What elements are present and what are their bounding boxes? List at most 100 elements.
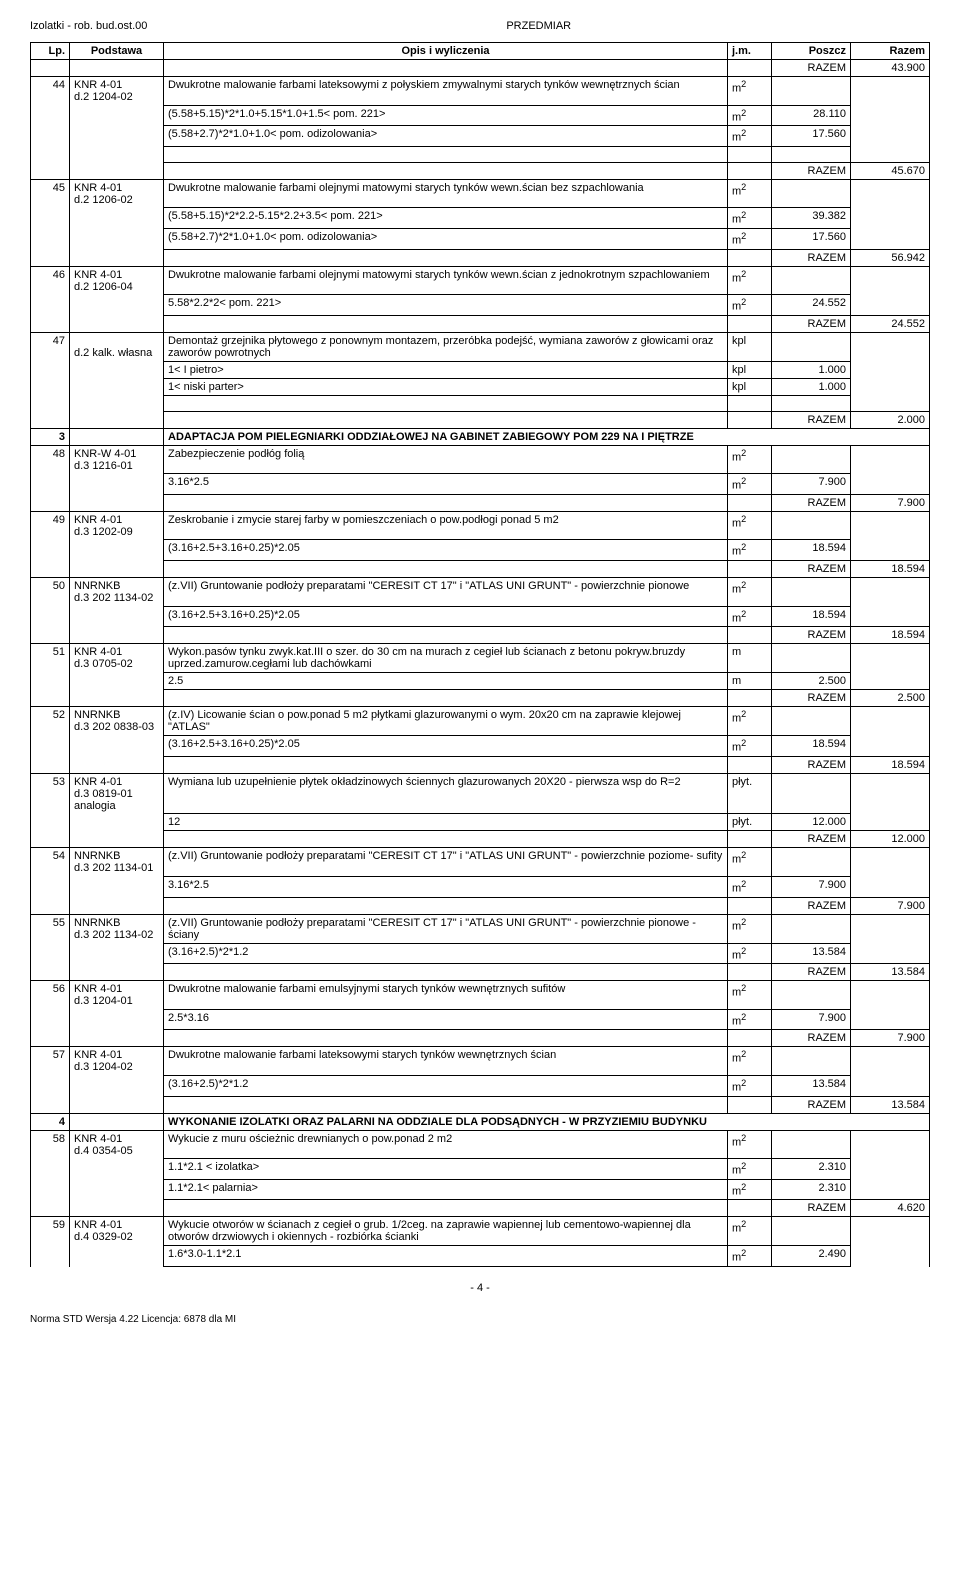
calc-jm: m2 — [728, 295, 772, 316]
item-lp: 48 — [31, 445, 70, 474]
calc-jm: m2 — [728, 1179, 772, 1200]
item-lp: 58 — [31, 1130, 70, 1159]
calc-jm: m2 — [728, 736, 772, 757]
razem-label: RAZEM — [772, 690, 851, 707]
razem-value: 7.900 — [851, 1030, 930, 1047]
calc-opis: 1.1*2.1< palarnia> — [164, 1179, 728, 1200]
calc-opis: 1< niski parter> — [164, 378, 728, 395]
item-poszcz — [772, 707, 851, 736]
col-lp: Lp. — [31, 43, 70, 60]
col-poszcz: Poszcz — [772, 43, 851, 60]
item-jm: m2 — [728, 1217, 772, 1246]
item-jm: m — [728, 644, 772, 673]
item-jm: kpl — [728, 332, 772, 361]
col-podstawa: Podstawa — [70, 43, 164, 60]
item-jm: m2 — [728, 848, 772, 877]
calc-poszcz: 2.310 — [772, 1159, 851, 1180]
item-opis: (z.IV) Licowanie ścian o pow.ponad 5 m2 … — [164, 707, 728, 736]
item-poszcz — [772, 445, 851, 474]
item-podstawa: NNRNKBd.3 202 1134-01 — [70, 848, 164, 877]
calc-jm: m2 — [728, 105, 772, 126]
item-podstawa: KNR 4-01d.3 1202-09 — [70, 511, 164, 540]
col-jm: j.m. — [728, 43, 772, 60]
item-opis: (z.VII) Gruntowanie podłoży preparatami … — [164, 914, 728, 943]
calc-poszcz: 18.594 — [772, 540, 851, 561]
item-opis: Demontaż grzejnika płytowego z ponownym … — [164, 332, 728, 361]
calc-opis: 1.1*2.1 < izolatka> — [164, 1159, 728, 1180]
item-poszcz — [772, 1130, 851, 1159]
calc-opis: (5.58+2.7)*2*1.0+1.0< pom. odizolowania> — [164, 228, 728, 249]
razem-value: 45.670 — [851, 162, 930, 179]
item-poszcz — [772, 179, 851, 208]
calc-poszcz: 12.000 — [772, 814, 851, 831]
item-podstawa: NNRNKBd.3 202 0838-03 — [70, 707, 164, 736]
razem-value: 56.942 — [851, 249, 930, 266]
item-opis: Dwukrotne malowanie farbami olejnymi mat… — [164, 266, 728, 295]
calc-opis: 12 — [164, 814, 728, 831]
item-opis: Dwukrotne malowanie farbami lateksowymi … — [164, 1047, 728, 1076]
item-jm: m2 — [728, 511, 772, 540]
calc-jm: kpl — [728, 361, 772, 378]
przedmiar-table: Lp. Podstawa Opis i wyliczenia j.m. Posz… — [30, 42, 930, 1267]
calc-jm: płyt. — [728, 814, 772, 831]
razem-value: 18.594 — [851, 627, 930, 644]
item-podstawa: KNR 4-01d.4 0329-02 — [70, 1217, 164, 1246]
calc-opis: 3.16*2.5 — [164, 876, 728, 897]
item-podstawa: NNRNKBd.3 202 1134-02 — [70, 578, 164, 607]
item-jm: m2 — [728, 981, 772, 1010]
calc-jm: m2 — [728, 126, 772, 147]
calc-opis: (3.16+2.5+3.16+0.25)*2.05 — [164, 540, 728, 561]
calc-jm: m2 — [728, 540, 772, 561]
item-jm: m2 — [728, 707, 772, 736]
item-poszcz — [772, 914, 851, 943]
razem-label: RAZEM — [772, 411, 851, 428]
section-title: ADAPTACJA POM PIELEGNIARKI ODDZIAŁOWEJ N… — [164, 428, 930, 445]
calc-poszcz: 13.584 — [772, 943, 851, 964]
item-lp: 49 — [31, 511, 70, 540]
calc-poszcz: 28.110 — [772, 105, 851, 126]
razem-value: 13.584 — [851, 1096, 930, 1113]
item-opis: Wymiana lub uzupełnienie płytek okładzin… — [164, 773, 728, 814]
item-lp: 52 — [31, 707, 70, 736]
item-podstawa: KNR 4-01d.3 0819-01 analogia — [70, 773, 164, 814]
razem-value: 7.900 — [851, 494, 930, 511]
col-opis: Opis i wyliczenia — [164, 43, 728, 60]
item-opis: (z.VII) Gruntowanie podłoży preparatami … — [164, 848, 728, 877]
item-opis: Dwukrotne malowanie farbami olejnymi mat… — [164, 179, 728, 208]
item-lp: 46 — [31, 266, 70, 295]
razem-label: RAZEM — [772, 1200, 851, 1217]
item-podstawa: KNR 4-01d.3 0705-02 — [70, 644, 164, 673]
razem-label: RAZEM — [772, 249, 851, 266]
page-number: - 4 - — [30, 1282, 930, 1294]
calc-poszcz: 17.560 — [772, 228, 851, 249]
item-jm: m2 — [728, 1047, 772, 1076]
razem-value: 13.584 — [851, 964, 930, 981]
razem-label: RAZEM — [772, 627, 851, 644]
calc-poszcz: 39.382 — [772, 208, 851, 229]
item-jm: m2 — [728, 179, 772, 208]
item-lp: 47 — [31, 332, 70, 361]
calc-poszcz: 17.560 — [772, 126, 851, 147]
razem-label: RAZEM — [772, 315, 851, 332]
calc-poszcz: 2.490 — [772, 1246, 851, 1267]
calc-jm: m2 — [728, 1246, 772, 1267]
item-lp: 53 — [31, 773, 70, 814]
razem-label: RAZEM — [772, 897, 851, 914]
calc-jm: m2 — [728, 228, 772, 249]
calc-poszcz: 1.000 — [772, 378, 851, 395]
item-podstawa: KNR 4-01d.2 1204-02 — [70, 77, 164, 106]
item-opis: (z.VII) Gruntowanie podłoży preparatami … — [164, 578, 728, 607]
calc-jm: m2 — [728, 1009, 772, 1030]
item-poszcz — [772, 332, 851, 361]
calc-jm: m2 — [728, 208, 772, 229]
item-podstawa: d.2 kalk. własna — [70, 332, 164, 361]
calc-opis: 3.16*2.5 — [164, 474, 728, 495]
calc-poszcz: 2.310 — [772, 1179, 851, 1200]
calc-opis: (5.58+5.15)*2*2.2-5.15*2.2+3.5< pom. 221… — [164, 208, 728, 229]
item-podstawa: KNR 4-01d.2 1206-02 — [70, 179, 164, 208]
razem-label: RAZEM — [772, 964, 851, 981]
item-podstawa: KNR-W 4-01d.3 1216-01 — [70, 445, 164, 474]
calc-opis: (3.16+2.5+3.16+0.25)*2.05 — [164, 606, 728, 627]
razem-label: RAZEM — [772, 1030, 851, 1047]
item-podstawa: KNR 4-01d.3 1204-01 — [70, 981, 164, 1010]
